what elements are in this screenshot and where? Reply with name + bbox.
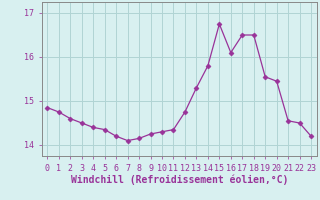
- X-axis label: Windchill (Refroidissement éolien,°C): Windchill (Refroidissement éolien,°C): [70, 174, 288, 185]
